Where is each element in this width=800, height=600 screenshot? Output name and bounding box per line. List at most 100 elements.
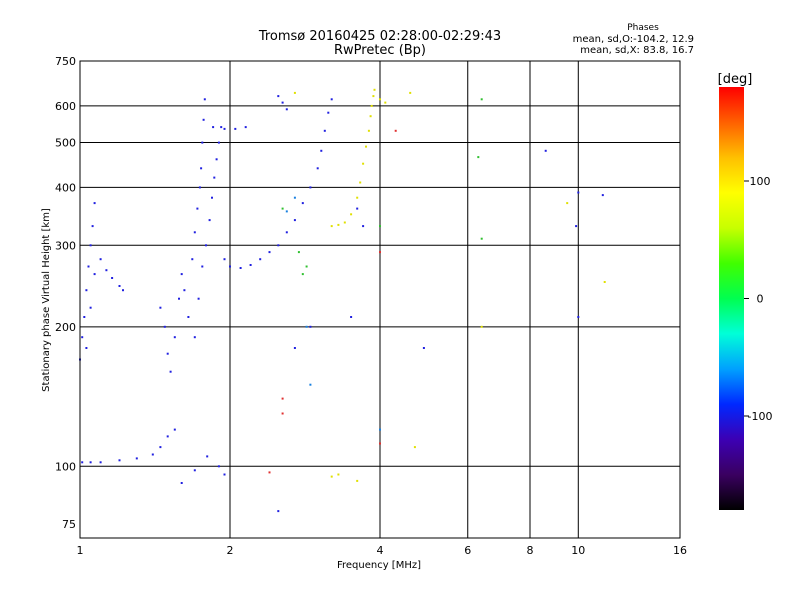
- data-point: [151, 453, 154, 456]
- data-point: [373, 88, 376, 91]
- y-tick-label: 100: [55, 460, 76, 473]
- data-point: [178, 297, 180, 300]
- data-point: [166, 435, 169, 438]
- data-point: [87, 265, 90, 268]
- data-point: [203, 98, 206, 101]
- data-point: [201, 141, 204, 144]
- data-point: [309, 325, 312, 328]
- data-point: [356, 196, 359, 199]
- data-point: [81, 461, 84, 464]
- data-point: [422, 347, 425, 349]
- phases-header: Phases: [627, 23, 659, 33]
- x-tick-label: 16: [673, 544, 687, 557]
- data-point: [285, 231, 288, 234]
- data-point: [193, 231, 196, 234]
- data-point: [187, 316, 190, 318]
- data-point: [211, 196, 213, 199]
- data-point: [379, 251, 381, 254]
- x-tick-label: 1: [77, 544, 84, 557]
- data-point: [281, 397, 284, 400]
- data-point: [601, 194, 604, 197]
- data-point: [309, 186, 312, 189]
- phases-line-x: mean, sd,X: 83.8, 16.7: [580, 45, 694, 56]
- data-point: [223, 127, 226, 130]
- data-point: [285, 210, 288, 213]
- data-point: [301, 273, 304, 276]
- colorbar-label: [deg]: [718, 72, 753, 87]
- data-point: [330, 225, 333, 228]
- data-point: [215, 158, 218, 161]
- data-point: [81, 336, 84, 339]
- data-point: [362, 162, 365, 165]
- data-point: [281, 101, 284, 104]
- data-point: [575, 225, 578, 228]
- x-tick-label: 6: [464, 544, 471, 557]
- data-point: [293, 219, 296, 222]
- data-point: [379, 98, 381, 101]
- data-point: [293, 196, 296, 199]
- chart-subtitle: RwPretec (Bp): [334, 43, 426, 58]
- data-point: [409, 91, 412, 94]
- phases-line-o: mean, sd,O:-104.2, 12.9: [573, 34, 694, 45]
- data-point: [293, 91, 296, 94]
- x-tick-label: 10: [571, 544, 585, 557]
- colorbar: [719, 87, 744, 510]
- data-point: [293, 347, 296, 349]
- x-tick-label: 4: [377, 544, 384, 557]
- data-point: [369, 115, 372, 118]
- colorbar-tick-label: 0: [757, 293, 764, 306]
- data-point: [193, 469, 196, 472]
- data-point: [577, 191, 580, 194]
- data-point: [89, 461, 92, 464]
- data-point: [480, 237, 483, 240]
- grid-lines: [80, 61, 680, 538]
- data-point: [350, 213, 353, 216]
- data-point: [384, 101, 387, 104]
- data-point: [91, 225, 94, 228]
- colorbar-tick-label: 100: [750, 175, 771, 188]
- data-point: [379, 225, 381, 228]
- data-point: [163, 325, 166, 328]
- data-point: [118, 285, 121, 287]
- data-point: [229, 265, 231, 268]
- data-point: [413, 446, 416, 449]
- x-tick-label: 8: [527, 544, 534, 557]
- data-point: [259, 258, 262, 261]
- data-point: [201, 265, 204, 268]
- data-point: [480, 98, 483, 101]
- data-point: [285, 108, 288, 111]
- y-tick-label: 600: [55, 100, 76, 113]
- data-point: [122, 289, 124, 292]
- colorbar-ticks: 100 0 -100: [744, 175, 772, 423]
- data-point: [566, 202, 569, 205]
- data-point: [197, 297, 200, 300]
- y-axis-ticks: 75 100 200 300 400 500 600 750: [55, 55, 76, 531]
- y-tick-label: 750: [55, 55, 76, 68]
- data-point: [205, 244, 207, 247]
- data-point: [196, 207, 199, 210]
- y-tick-label: 500: [55, 137, 76, 150]
- data-point: [330, 98, 333, 101]
- data-point: [223, 473, 226, 476]
- data-point: [217, 141, 220, 144]
- data-point: [356, 207, 359, 210]
- data-point: [89, 306, 92, 309]
- data-point: [249, 264, 252, 266]
- data-point: [202, 118, 205, 121]
- y-tick-label: 200: [55, 321, 76, 334]
- data-point: [379, 442, 381, 445]
- data-point: [208, 219, 211, 222]
- data-point: [212, 126, 215, 129]
- data-point: [244, 126, 247, 129]
- data-point: [281, 412, 284, 415]
- plot-frame: [79, 60, 681, 539]
- data-points: [79, 88, 606, 513]
- data-point: [173, 336, 176, 339]
- data-point: [166, 352, 169, 355]
- data-point: [268, 471, 271, 474]
- data-point: [183, 289, 186, 292]
- data-point: [234, 127, 237, 130]
- data-point: [180, 482, 183, 484]
- data-point: [365, 145, 367, 148]
